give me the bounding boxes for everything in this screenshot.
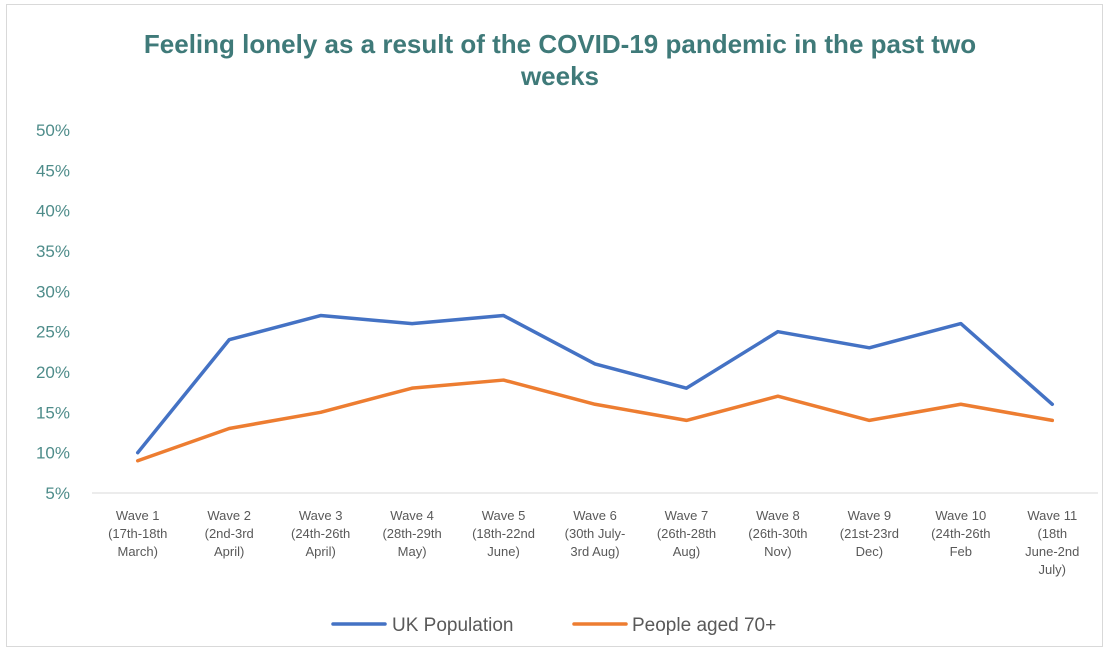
data-point (1050, 418, 1054, 422)
x-tick-label: Wave 6 (30th July-3rd Aug) (565, 508, 626, 559)
x-tick-label: Wave 10 (24th-26th Feb (931, 508, 990, 559)
data-point (593, 402, 597, 406)
y-tick-label: 35% (36, 242, 70, 261)
chart-frame (6, 4, 1103, 647)
x-tick-label: Wave 11 (18th June-2nd July) (1025, 508, 1079, 577)
data-point (410, 322, 414, 326)
data-point (227, 426, 231, 430)
data-point (136, 459, 140, 463)
series-line-1 (135, 313, 1055, 455)
x-tick-label: Wave 7 (26th-28th Aug) (657, 508, 716, 559)
data-point (502, 378, 506, 382)
data-point (593, 362, 597, 366)
x-tick-label: Wave 4 (28th-29th May) (382, 508, 441, 559)
y-tick-label: 10% (36, 444, 70, 463)
y-tick-label: 50% (36, 121, 70, 140)
data-point (1050, 402, 1054, 406)
data-point (319, 314, 323, 318)
legend-label: People aged 70+ (632, 615, 776, 636)
data-point (684, 386, 688, 390)
y-tick-label: 45% (36, 161, 70, 180)
x-tick-label: Wave 9 (21st-23rd Dec) (840, 508, 899, 559)
x-tick-label: Wave 8 (26th-30th Nov) (748, 508, 807, 559)
data-point (959, 322, 963, 326)
data-point (776, 394, 780, 398)
series-line-2 (135, 378, 1055, 463)
data-point (959, 402, 963, 406)
y-tick-label: 40% (36, 202, 70, 221)
x-tick-label: Wave 2 (2nd-3rd April) (205, 508, 254, 559)
x-tick-label: Wave 1 (17th-18th March) (108, 508, 167, 559)
data-point (776, 330, 780, 334)
y-tick-label: 25% (36, 323, 70, 342)
y-tick-label: 5% (45, 484, 70, 503)
data-point (319, 410, 323, 414)
data-point (867, 418, 871, 422)
y-tick-label: 15% (36, 403, 70, 422)
x-tick-label: Wave 3 (24th-26th April) (291, 508, 350, 559)
data-point (136, 451, 140, 455)
data-point (867, 346, 871, 350)
data-point (227, 338, 231, 342)
data-point (410, 386, 414, 390)
data-point (684, 418, 688, 422)
legend-label: UK Population (392, 615, 513, 636)
x-tick-label: Wave 5 (18th-22nd June) (472, 508, 535, 559)
y-tick-label: 20% (36, 363, 70, 382)
data-point (502, 314, 506, 318)
y-tick-label: 30% (36, 282, 70, 301)
chart-title: Feeling lonely as a result of the COVID-… (143, 29, 977, 91)
